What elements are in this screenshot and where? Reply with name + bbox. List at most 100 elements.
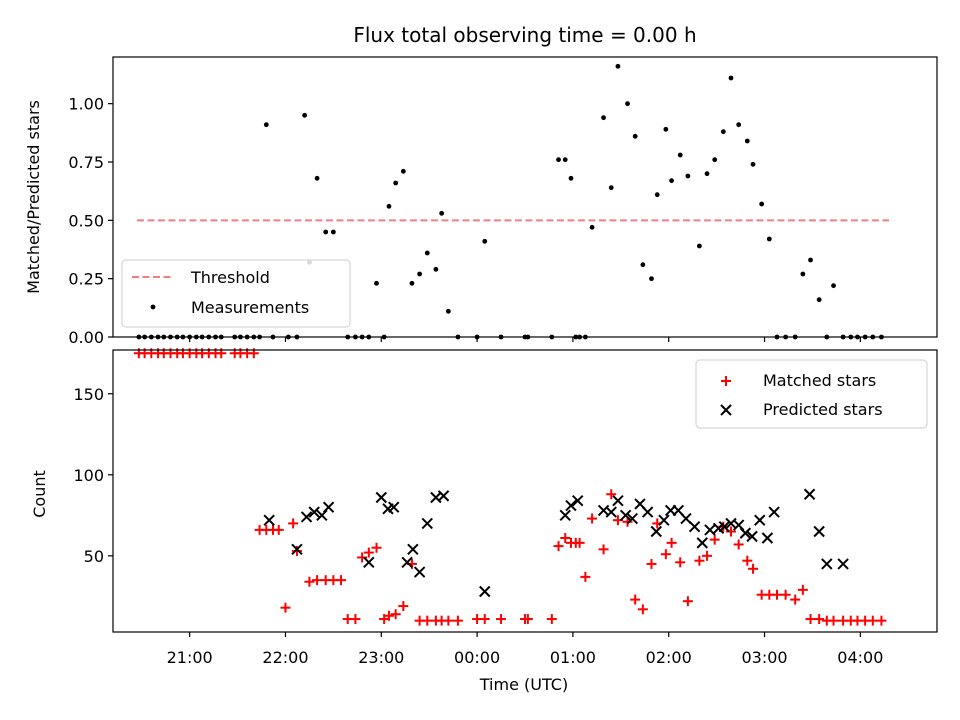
matched-star-point bbox=[630, 594, 641, 605]
matched-star-point bbox=[702, 550, 713, 561]
matched-star-point bbox=[553, 541, 564, 552]
predicted-star-point bbox=[803, 488, 816, 500]
matched-star-point bbox=[288, 518, 299, 529]
predicted-star-point bbox=[291, 543, 303, 556]
predicted-star-point bbox=[650, 525, 662, 538]
predicted-star-point bbox=[612, 495, 624, 507]
legend-matched-swatch bbox=[721, 376, 731, 386]
predicted-star-point bbox=[363, 556, 375, 569]
measurement-point bbox=[720, 129, 726, 135]
predicted-star-point bbox=[658, 514, 670, 526]
matched-star-point bbox=[660, 549, 671, 560]
measurement-point bbox=[736, 122, 742, 128]
chart-title: Flux total observing time = 0.00 h bbox=[353, 23, 696, 47]
measurement-point bbox=[625, 101, 630, 107]
measurement-point bbox=[393, 180, 399, 186]
measurement-point bbox=[649, 276, 654, 282]
legend-predicted-swatch bbox=[720, 404, 732, 416]
measurement-point bbox=[744, 138, 750, 144]
measurement-point bbox=[445, 308, 451, 314]
measurement-point bbox=[696, 243, 702, 249]
measurement-point bbox=[589, 224, 595, 230]
measurement-point bbox=[712, 157, 718, 163]
measurement-point bbox=[302, 112, 308, 118]
legend-matched-label: Matched stars bbox=[763, 371, 876, 390]
predicted-star-point bbox=[761, 532, 774, 544]
measurement-point bbox=[601, 115, 606, 121]
measurement-point bbox=[314, 175, 320, 181]
measurement-point bbox=[323, 229, 329, 235]
predicted-star-point bbox=[680, 512, 692, 525]
matched-star-point bbox=[598, 544, 609, 555]
measurement-point bbox=[654, 192, 660, 198]
top-y-tick-label: 1.00 bbox=[68, 95, 104, 114]
matched-star-point bbox=[587, 513, 598, 524]
measurement-point bbox=[800, 271, 806, 277]
measurement-point bbox=[816, 297, 822, 303]
measurement-point bbox=[808, 257, 813, 263]
bottom-x-ticks: 21:00 22:00 23:00 00:00 01:00 02:00 03:00 04:00 bbox=[167, 632, 883, 667]
matched-star-point bbox=[867, 615, 878, 626]
matched-star-point bbox=[273, 524, 284, 535]
predicted-star-point bbox=[308, 506, 320, 518]
matched-star-point bbox=[422, 615, 433, 626]
predicted-star-point bbox=[821, 558, 833, 570]
measurement-point bbox=[750, 161, 756, 167]
predicted-star-point bbox=[619, 509, 632, 522]
matched-star-point bbox=[814, 614, 825, 625]
measurement-point bbox=[417, 271, 423, 277]
bottom-plot-area bbox=[133, 348, 887, 626]
measurement-point bbox=[704, 171, 710, 177]
bottom-legend-box bbox=[695, 359, 928, 429]
matched-star-point bbox=[383, 610, 394, 621]
measurement-point bbox=[759, 201, 765, 207]
matched-star-point bbox=[350, 614, 361, 625]
matched-star-point bbox=[876, 615, 887, 626]
matched-star-point bbox=[479, 614, 490, 625]
top-y-tick-label: 0.00 bbox=[68, 328, 104, 347]
x-tick-label: 00:00 bbox=[454, 648, 500, 667]
predicted-star-point bbox=[605, 506, 617, 518]
matched-star-point bbox=[304, 576, 315, 587]
predicted-star-point bbox=[754, 514, 766, 526]
top-y-tick-label: 0.25 bbox=[68, 270, 104, 289]
legend-predicted-label: Predicted stars bbox=[763, 400, 883, 419]
x-tick-label: 02:00 bbox=[646, 648, 692, 667]
predicted-star-point bbox=[421, 517, 433, 530]
matched-star-point bbox=[771, 589, 782, 600]
measurement-point bbox=[409, 280, 415, 286]
x-tick-label: 23:00 bbox=[358, 648, 404, 667]
predicted-star-point bbox=[837, 558, 849, 570]
predicted-star-point bbox=[626, 512, 639, 525]
bottom-y-tick-label: 50 bbox=[84, 547, 104, 566]
matched-star-point bbox=[797, 584, 808, 595]
matched-star-point bbox=[580, 571, 591, 582]
x-tick-label: 03:00 bbox=[741, 648, 787, 667]
predicted-star-point bbox=[375, 491, 387, 504]
measurement-point bbox=[608, 185, 614, 191]
matched-star-point bbox=[496, 614, 507, 625]
matched-star-point bbox=[666, 537, 677, 548]
matched-star-point bbox=[780, 589, 791, 600]
bottom-axes-frame bbox=[112, 349, 938, 633]
matched-star-point bbox=[560, 533, 571, 543]
predicted-star-point bbox=[696, 537, 708, 549]
top-axes-frame bbox=[112, 56, 938, 338]
predicted-star-point bbox=[479, 585, 491, 598]
predicted-star-point bbox=[322, 501, 335, 513]
top-legend-box bbox=[121, 259, 351, 328]
measurement-point bbox=[424, 250, 430, 256]
matched-star-point bbox=[675, 557, 686, 568]
predicted-star-point bbox=[718, 520, 731, 533]
matched-star-point bbox=[828, 615, 839, 626]
matched-star-point bbox=[733, 539, 744, 550]
predicted-star-point bbox=[813, 525, 825, 538]
predicted-star-point bbox=[263, 514, 275, 526]
matched-star-point bbox=[546, 614, 557, 625]
predicted-star-point bbox=[704, 524, 716, 536]
matched-star-point bbox=[312, 575, 323, 586]
measurement-point bbox=[685, 173, 691, 179]
measurement-point bbox=[568, 175, 574, 181]
measurement-point bbox=[831, 283, 836, 289]
